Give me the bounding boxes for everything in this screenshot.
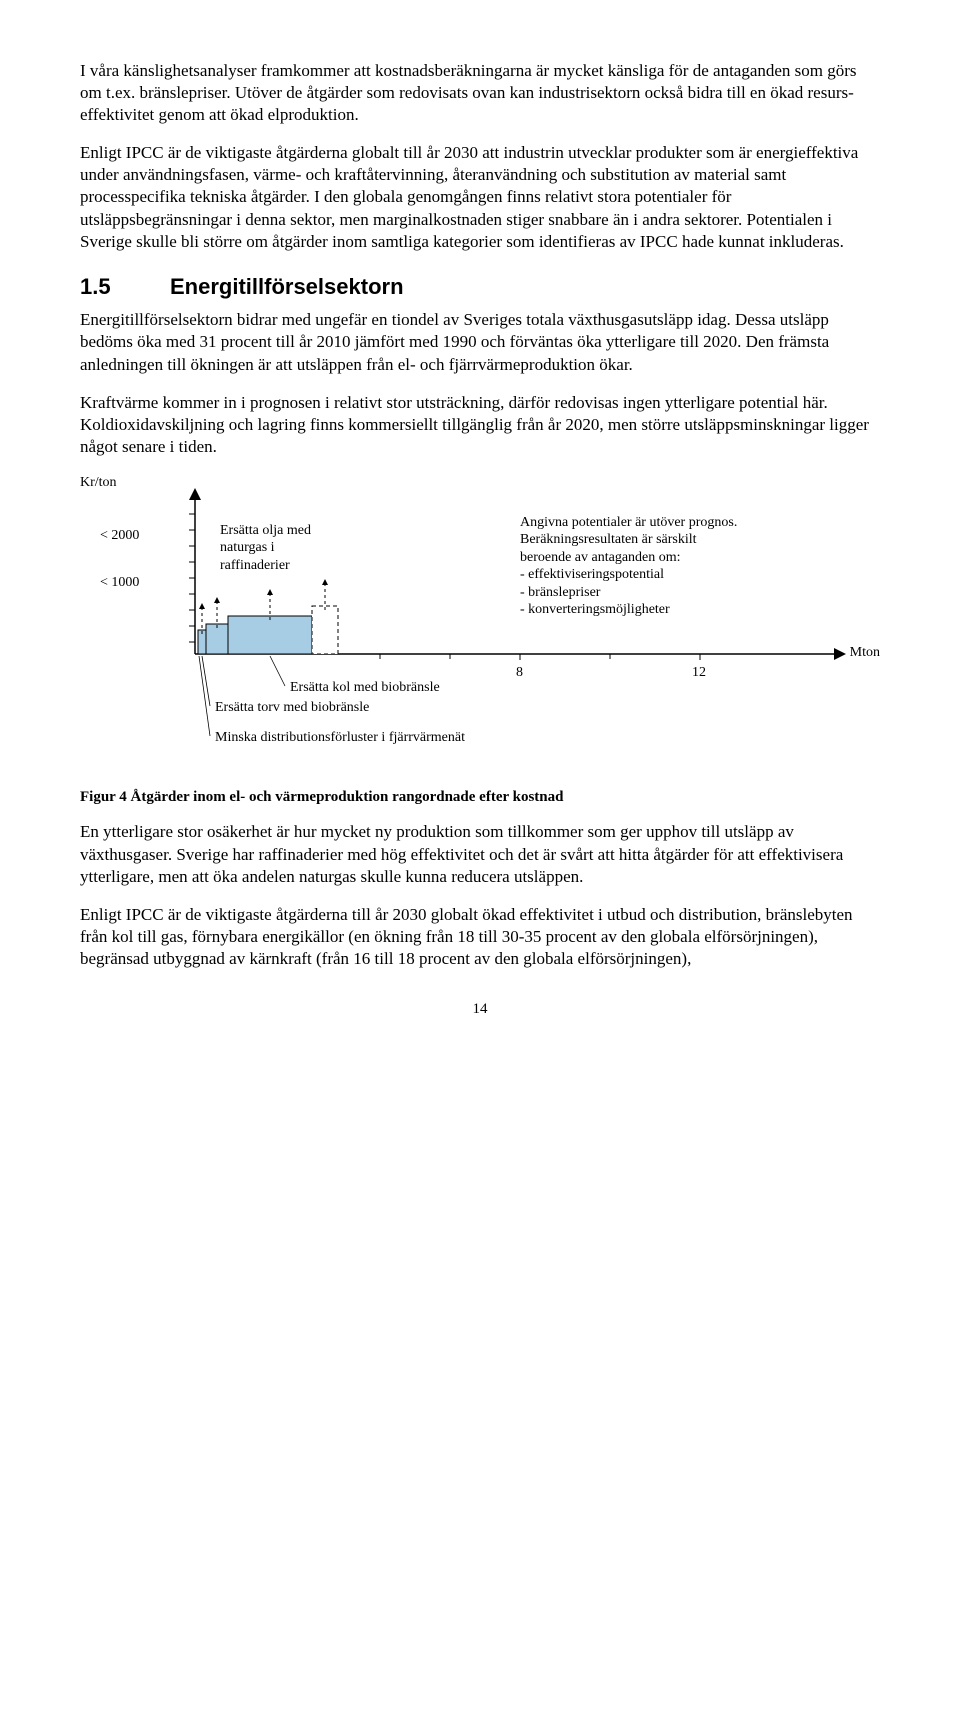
paragraph-6: Enligt IPCC är de viktigaste åtgärderna … xyxy=(80,904,880,970)
label-olja-naturgas: Ersätta olja med naturgas i raffinaderie… xyxy=(220,522,350,575)
x-tick-8: 8 xyxy=(516,664,523,682)
label-distribution: Minska distributionsförluster i fjärrvär… xyxy=(215,729,465,747)
paragraph-4: Kraftvärme kommer in i prognosen i relat… xyxy=(80,392,880,458)
paragraph-1: I våra känslighetsanalyser framkommer at… xyxy=(80,60,880,126)
heading-number: 1.5 xyxy=(80,273,170,302)
paragraph-2: Enligt IPCC är de viktigaste åtgärderna … xyxy=(80,142,880,252)
cost-chart: Kr/ton Mton < 2000 < 1000 Ersätta olja m… xyxy=(80,474,880,774)
paragraph-5: En ytterligare stor osäkerhet är hur myc… xyxy=(80,821,880,887)
paragraph-3: Energitillförselsektorn bidrar med ungef… xyxy=(80,309,880,375)
label-torv-biobransle: Ersätta torv med biobränsle xyxy=(215,699,369,717)
page-number: 14 xyxy=(80,1000,880,1020)
x-tick-12: 12 xyxy=(692,664,706,682)
figure-caption: Figur 4 Åtgärder inom el- och värmeprodu… xyxy=(80,788,880,808)
section-heading: 1.5Energitillförselsektorn xyxy=(80,273,880,302)
heading-title: Energitillförselsektorn xyxy=(170,274,404,299)
chart-note: Angivna potentialer är utöver prognos. B… xyxy=(520,514,780,619)
label-kol-biobransle: Ersätta kol med biobränsle xyxy=(290,679,440,697)
